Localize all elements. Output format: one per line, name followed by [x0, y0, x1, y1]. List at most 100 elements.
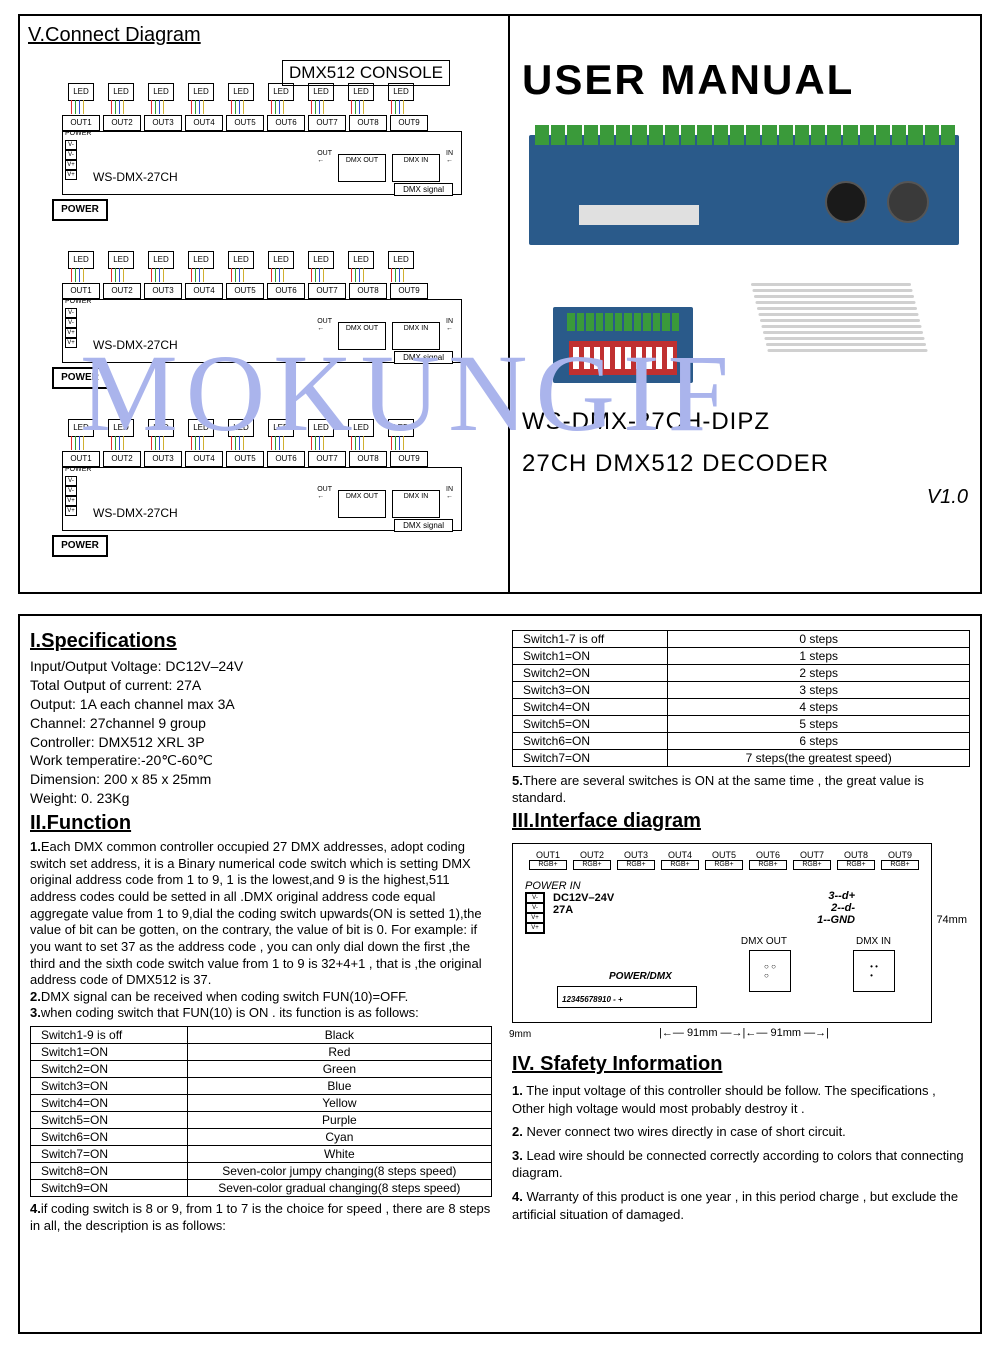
interface-out-label: OUT4 [661, 850, 699, 860]
board-unit: LEDLEDLEDLEDLEDLEDLEDLEDLEDOUT1OUT2OUT3O… [54, 251, 494, 401]
out-terminal: OUT3 [144, 451, 182, 467]
interface-out-label: OUT7 [793, 850, 831, 860]
bottom-right-column: Switch1-7 is off0 stepsSwitch1=ON1 steps… [502, 616, 980, 1332]
section-v-title: V.Connect Diagram [28, 24, 500, 47]
version-label: V1.0 [522, 486, 968, 509]
manual-title: USER MANUAL [522, 56, 968, 104]
interface-out-label: OUT6 [749, 850, 787, 860]
out-terminal: OUT5 [226, 451, 264, 467]
led-box: LED [148, 83, 174, 101]
out-terminal: OUT9 [390, 115, 428, 131]
out-terminal: OUT3 [144, 283, 182, 299]
led-box: LED [148, 419, 174, 437]
led-box: LED [188, 83, 214, 101]
interface-out-label: OUT8 [837, 850, 875, 860]
table-row: Switch5=ON5 steps [513, 716, 970, 733]
power-in-label: POWER IN [525, 880, 925, 892]
safety-item: 1. The input voltage of this controller … [512, 1082, 970, 1117]
speed-table: Switch1-7 is off0 stepsSwitch1=ON1 steps… [512, 630, 970, 767]
rgb-terminal: RGB+ [749, 860, 787, 870]
dmx-signal-label: DMX signal [394, 519, 453, 532]
interface-heading: III.Interface diagram [512, 810, 970, 833]
led-box: LED [188, 419, 214, 437]
cover-panel: USER MANUAL WS-DMX-27CH-DIPZ 27CH DMX512… [510, 16, 980, 592]
board-model-label: WS-DMX-27CH [93, 170, 178, 184]
spec-line: Dimension: 200 x 85 x 25mm [30, 770, 492, 789]
out-terminal: OUT5 [226, 283, 264, 299]
power-label: POWER [52, 199, 108, 221]
product-photo [522, 124, 962, 394]
specs-heading: I.Specifications [30, 630, 492, 653]
interface-out-label: OUT2 [573, 850, 611, 860]
led-box: LED [228, 419, 254, 437]
product-description: 27CH DMX512 DECODER [522, 450, 968, 478]
table-row: Switch4=ONYellow [31, 1095, 492, 1112]
board-unit: LEDLEDLEDLEDLEDLEDLEDLEDLEDOUT1OUT2OUT3O… [54, 419, 494, 569]
led-box: LED [268, 419, 294, 437]
out-terminal: OUT6 [267, 115, 305, 131]
led-box: LED [348, 251, 374, 269]
led-box: LED [108, 83, 134, 101]
out-terminal: OUT7 [308, 451, 346, 467]
led-box: LED [68, 83, 94, 101]
voltage-label: DC12V–24V [553, 892, 614, 904]
rgb-terminal: RGB+ [661, 860, 699, 870]
led-box: LED [348, 419, 374, 437]
table-row: Switch2=ON2 steps [513, 665, 970, 682]
spec-line: Input/Output Voltage: DC12V–24V [30, 657, 492, 676]
power-label: POWER [52, 535, 108, 557]
led-box: LED [388, 83, 414, 101]
safety-item: 3. Lead wire should be connected correct… [512, 1147, 970, 1182]
led-box: LED [148, 251, 174, 269]
table-row: Switch5=ONPurple [31, 1112, 492, 1129]
table-row: Switch6=ONCyan [31, 1129, 492, 1146]
table-row: Switch1=ON1 steps [513, 648, 970, 665]
out-terminal: OUT4 [185, 115, 223, 131]
out-terminal: OUT2 [103, 283, 141, 299]
board-unit: LEDLEDLEDLEDLEDLEDLEDLEDLEDOUT1OUT2OUT3O… [54, 83, 494, 233]
led-box: LED [348, 83, 374, 101]
out-terminal: OUT9 [390, 283, 428, 299]
rgb-terminal: RGB+ [529, 860, 567, 870]
table-row: Switch8=ONSeven-color jumpy changing(8 s… [31, 1163, 492, 1180]
out-terminal: OUT3 [144, 115, 182, 131]
led-box: LED [308, 419, 334, 437]
out-terminal: OUT1 [62, 451, 100, 467]
rgb-terminal: RGB+ [573, 860, 611, 870]
spec-line: Controller: DMX512 XRL 3P [30, 733, 492, 752]
safety-item: 2. Never connect two wires directly in c… [512, 1123, 970, 1141]
out-terminal: OUT4 [185, 283, 223, 299]
table-row: Switch4=ON4 steps [513, 699, 970, 716]
product-model: WS-DMX-27CH-DIPZ [522, 408, 968, 436]
spec-line: Total Output of current: 27A [30, 676, 492, 695]
out-terminal: OUT2 [103, 451, 141, 467]
table-row: Switch2=ONGreen [31, 1061, 492, 1078]
bottom-panel: I.Specifications Input/Output Voltage: D… [18, 614, 982, 1334]
table-row: Switch1-7 is off0 steps [513, 631, 970, 648]
interface-out-label: OUT1 [529, 850, 567, 860]
rgb-terminal: RGB+ [617, 860, 655, 870]
func-p5: There are several switches is ON at the … [512, 773, 924, 805]
bottom-left-column: I.Specifications Input/Output Voltage: D… [20, 616, 502, 1332]
table-row: Switch6=ON6 steps [513, 733, 970, 750]
led-box: LED [388, 251, 414, 269]
spec-line: Channel: 27channel 9 group [30, 714, 492, 733]
table-row: Switch7=ONWhite [31, 1146, 492, 1163]
dmx-in-port: DMX IN [392, 490, 440, 518]
out-terminal: OUT6 [267, 451, 305, 467]
led-box: LED [308, 83, 334, 101]
dmx-out-port: DMX OUT [338, 490, 386, 518]
power-label: POWER [52, 367, 108, 389]
interface-out-label: OUT5 [705, 850, 743, 860]
current-label: 27A [553, 904, 614, 916]
led-box: LED [188, 251, 214, 269]
led-box: LED [228, 83, 254, 101]
table-row: Switch3=ONBlue [31, 1078, 492, 1095]
rgb-terminal: RGB+ [837, 860, 875, 870]
interface-diagram: OUT1OUT2OUT3OUT4OUT5OUT6OUT7OUT8OUT9 RGB… [512, 843, 932, 1023]
led-box: LED [268, 83, 294, 101]
led-box: LED [228, 251, 254, 269]
func-p4: if coding switch is 8 or 9, from 1 to 7 … [30, 1201, 490, 1233]
dmx-out-port: DMX OUT [338, 322, 386, 350]
color-table: Switch1-9 is offBlackSwitch1=ONRedSwitch… [30, 1026, 492, 1197]
